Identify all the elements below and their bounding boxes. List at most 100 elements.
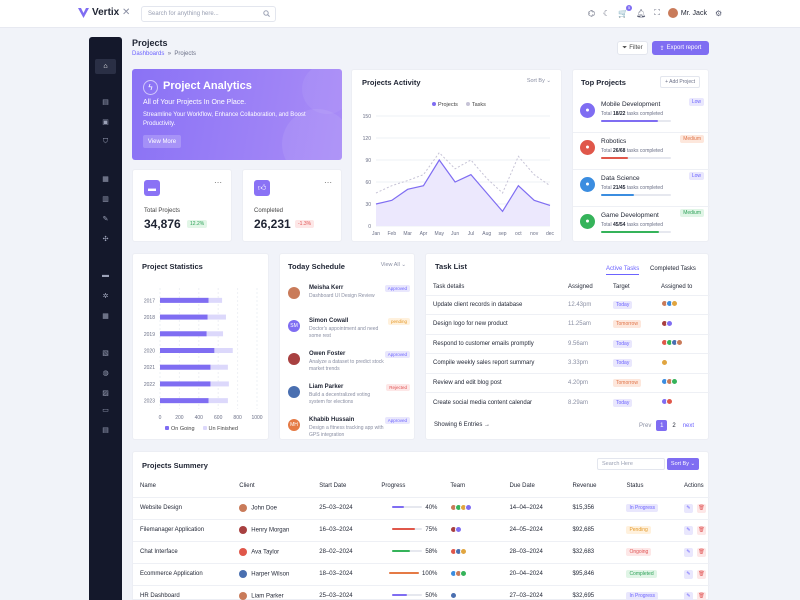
client-cell: Harper Wilson bbox=[232, 563, 313, 586]
avatar bbox=[455, 525, 463, 533]
more-options-icon[interactable]: ⋯ bbox=[324, 178, 332, 187]
showing-entries[interactable]: Showing 6 Entries → bbox=[434, 422, 491, 428]
trash-icon[interactable]: 🗑︎ bbox=[697, 591, 706, 600]
summary-search-input[interactable]: Search Here bbox=[597, 458, 665, 470]
schedule-item[interactable]: MH Khabib Hussain Design a fitness trackin… bbox=[287, 416, 412, 449]
table-row[interactable]: Compile weekly sales report summary 3.33p… bbox=[426, 353, 710, 373]
bell-icon[interactable]: 🔔︎ bbox=[636, 8, 647, 18]
sidebar-shield-icon[interactable]: ⛉ bbox=[102, 137, 109, 145]
showing-label: Showing 6 Entries bbox=[434, 422, 483, 428]
trash-icon[interactable]: 🗑︎ bbox=[697, 569, 706, 579]
edit-icon[interactable]: ✎ bbox=[684, 525, 693, 535]
schedule-item[interactable]: Liam Parker Build a decentralized voting … bbox=[287, 383, 412, 416]
moon-icon[interactable]: ☾ bbox=[602, 8, 611, 18]
avatar bbox=[239, 526, 248, 534]
close-sidebar-icon[interactable]: ✕ bbox=[122, 7, 131, 18]
tab-completed-tasks[interactable]: Completed Tasks bbox=[650, 266, 696, 272]
user-menu[interactable]: Mr. Jack bbox=[667, 8, 707, 18]
avatar: SM bbox=[288, 320, 300, 332]
view-more-button[interactable]: View More bbox=[143, 135, 181, 148]
search-input[interactable]: Search for anything here... bbox=[141, 6, 276, 22]
schedule-item[interactable]: SM Simon Cowall Doctor's appointment and n… bbox=[287, 317, 412, 350]
target-badge: Tomorrow bbox=[613, 378, 641, 387]
target-badge: Tomorrow bbox=[613, 320, 641, 329]
actions-cell: ✎ 🗑︎ bbox=[677, 519, 710, 542]
edit-icon[interactable]: ✎ bbox=[684, 503, 693, 513]
sidebar-briefcase-icon[interactable]: ▬ bbox=[102, 272, 109, 279]
sidebar-window-icon[interactable]: ▭ bbox=[102, 406, 109, 414]
x-tick-label: oct bbox=[515, 231, 522, 237]
table-row[interactable]: Ecommerce Application Harper Wilson 18–03–… bbox=[133, 563, 710, 586]
schedule-item[interactable]: Meisha Kerr Dashboard UI Design Review App… bbox=[287, 284, 412, 317]
avatar-group bbox=[450, 547, 468, 555]
top-project-item[interactable]: ● Game Development Total 45/54 tasks compl… bbox=[579, 209, 704, 245]
edit-icon[interactable]: ✎ bbox=[684, 569, 693, 579]
sidebar-home-icon[interactable]: ⌂ bbox=[95, 59, 116, 74]
schedule-item[interactable]: Owen Foster Analyze a dataset to predict … bbox=[287, 350, 412, 383]
sidebar-doc-icon[interactable]: ▥ bbox=[102, 195, 109, 203]
breadcrumb-root[interactable]: Dashboards bbox=[132, 51, 165, 57]
column-header: Team bbox=[443, 476, 503, 498]
sidebar-pen-icon[interactable]: ✎ bbox=[102, 215, 109, 223]
view-all-link[interactable]: View All ⌄ bbox=[380, 262, 406, 268]
sidebar-grid-icon[interactable]: ✣ bbox=[102, 235, 109, 243]
cart-icon[interactable]: 🛒 5 bbox=[618, 4, 633, 18]
export-report-button[interactable]: ⇪ Export report bbox=[652, 41, 709, 55]
table-row[interactable]: Design logo for new product 11.25am Tomorr… bbox=[426, 314, 710, 334]
sidebar-settings-icon[interactable]: ✲ bbox=[102, 292, 109, 300]
column-header: Assigned to bbox=[661, 284, 693, 291]
sort-by-dropdown[interactable]: Sort By ⌄ bbox=[526, 78, 551, 84]
trash-icon[interactable]: 🗑︎ bbox=[697, 525, 706, 535]
table-row[interactable]: Review and edit blog post 4.20pm Tomorrow bbox=[426, 372, 710, 393]
summary-sort-button[interactable]: Sort By ⌄ bbox=[667, 458, 699, 470]
column-header: Status bbox=[619, 476, 677, 498]
x-tick-label: May bbox=[435, 231, 445, 237]
avatar bbox=[239, 504, 248, 512]
edit-icon[interactable]: ✎ bbox=[684, 591, 693, 600]
legend-label: On Going bbox=[171, 426, 195, 432]
search-icon bbox=[263, 10, 270, 19]
total-label: Total bbox=[601, 148, 612, 154]
page-button-2[interactable]: 2 bbox=[672, 422, 676, 429]
sidebar-chart-icon[interactable]: ▨ bbox=[102, 389, 109, 397]
project-progress-bar bbox=[601, 120, 671, 122]
schedule-description: Dashboard UI Design Review bbox=[309, 293, 375, 299]
next-page-button[interactable]: next bbox=[682, 422, 695, 429]
breadcrumb: Dashboards » Projects bbox=[132, 51, 197, 57]
sidebar-file-icon[interactable]: ▤ bbox=[102, 98, 109, 106]
table-row[interactable]: Respond to customer emails promptly 9.56a… bbox=[426, 333, 710, 354]
top-project-item[interactable]: ● Data Science Total 21/45 tasks completed… bbox=[573, 172, 710, 208]
avatar-group bbox=[661, 319, 673, 327]
page-button-1[interactable]: 1 bbox=[656, 420, 668, 431]
add-project-button[interactable]: + Add Project bbox=[660, 76, 700, 88]
sidebar-table-icon[interactable]: ▤ bbox=[102, 426, 109, 434]
table-row[interactable]: Chat Interface Ava Taylor 28–02–2024 58% 28–… bbox=[133, 541, 710, 564]
table-row[interactable]: HR Dashboard Liam Parker 25–03–2024 50% 27–0… bbox=[133, 585, 710, 600]
sidebar-apps-icon[interactable]: ▦ bbox=[102, 312, 109, 320]
app-logo[interactable]: Vertix bbox=[78, 7, 119, 18]
fullscreen-icon[interactable]: ⛶ bbox=[654, 8, 660, 17]
trash-icon[interactable]: 🗑︎ bbox=[697, 547, 706, 557]
prev-page-button[interactable]: Prev bbox=[639, 422, 652, 429]
more-options-icon[interactable]: ⋯ bbox=[214, 178, 222, 187]
gear-icon[interactable]: ⚙ bbox=[714, 8, 723, 18]
total-label: Total bbox=[601, 185, 612, 191]
sidebar-archive-icon[interactable]: ▦ bbox=[102, 175, 109, 183]
sidebar-lock-icon[interactable]: ▣ bbox=[102, 118, 109, 126]
sidebar-globe-icon[interactable]: ◍ bbox=[102, 369, 109, 377]
top-project-item[interactable]: ● Robotics Total 26/68 tasks completed Medi… bbox=[573, 135, 710, 171]
table-row[interactable]: Website Design John Doe 25–03–2024 40% 14–04… bbox=[133, 497, 710, 520]
filter-button[interactable]: ⏷ Filter bbox=[617, 41, 648, 55]
table-row[interactable]: Create social media content calendar 8.29… bbox=[426, 392, 710, 412]
sidebar-map-icon[interactable]: ▧ bbox=[102, 349, 109, 357]
edit-icon[interactable]: ✎ bbox=[684, 547, 693, 557]
table-row[interactable]: Update client records in database 12.43pm… bbox=[426, 294, 710, 315]
table-row[interactable]: Filemanager Application Henry Morgan 16–03… bbox=[133, 519, 710, 542]
person-name: Liam Parker bbox=[309, 384, 344, 390]
card-title: Task List bbox=[435, 262, 467, 271]
export-label: Export report bbox=[666, 45, 702, 51]
tab-active-tasks[interactable]: Active Tasks bbox=[606, 266, 640, 275]
trash-icon[interactable]: 🗑︎ bbox=[697, 503, 706, 513]
top-project-item[interactable]: ● Mobile Development Total 18/22 tasks com… bbox=[573, 98, 710, 134]
language-icon[interactable]: ⌬ bbox=[588, 8, 595, 18]
